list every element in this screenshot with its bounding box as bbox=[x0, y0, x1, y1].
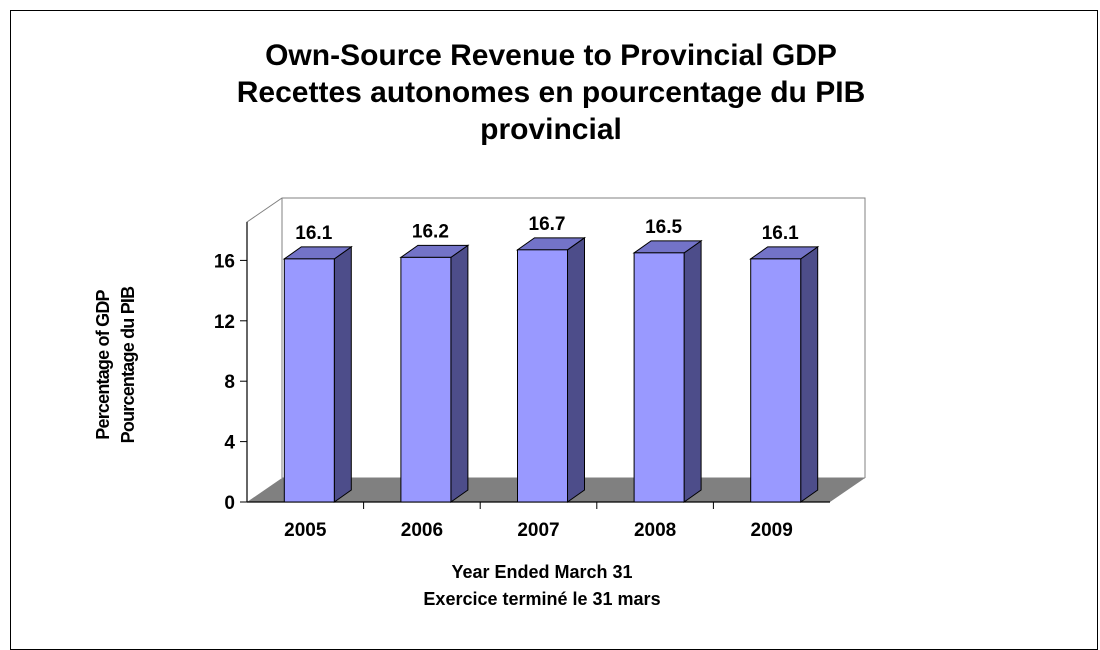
bars bbox=[282, 236, 820, 503]
bar-side bbox=[450, 244, 469, 503]
bar-side bbox=[683, 239, 702, 503]
bar-side bbox=[333, 245, 352, 503]
x-ticks: 2005 2006 2007 2008 2009 bbox=[284, 502, 793, 541]
x-tick-label-2007: 2007 bbox=[517, 520, 559, 541]
y-axis-title-line-1: Percentage of GDP bbox=[93, 289, 113, 439]
x-tick-label-2008: 2008 bbox=[634, 520, 676, 541]
bar-side bbox=[567, 236, 585, 503]
y-tick-label-0: 0 bbox=[224, 493, 235, 514]
bar-side bbox=[800, 245, 819, 503]
y-tick-label-8: 8 bbox=[224, 372, 235, 393]
data-label-2007: 16.7 bbox=[529, 214, 566, 235]
data-labels: 16.1 16.2 16.7 16.5 16.1 bbox=[295, 214, 799, 244]
y-tick-label-4: 4 bbox=[224, 433, 235, 454]
data-label-2006: 16.2 bbox=[412, 221, 449, 242]
bar-front bbox=[517, 249, 568, 503]
chart-title-line-1: Own-Source Revenue to Provincial GDP bbox=[265, 39, 837, 72]
y-tick-label-16: 16 bbox=[214, 251, 235, 272]
y-ticks: 0 4 8 12 16 bbox=[214, 251, 247, 514]
bar-2007 bbox=[515, 236, 587, 503]
chart-title-line-3: provincial bbox=[480, 113, 622, 146]
bar-front bbox=[633, 252, 685, 503]
data-label-2009: 16.1 bbox=[762, 223, 799, 244]
x-tick-label-2006: 2006 bbox=[401, 520, 443, 541]
y-axis-title: Percentage of GDP Pourcentage du PIB bbox=[93, 286, 138, 443]
x-axis-title-line-2: Exercice terminé le 31 mars bbox=[423, 589, 660, 609]
y-tick-label-12: 12 bbox=[214, 312, 235, 333]
data-label-2005: 16.1 bbox=[295, 223, 332, 244]
x-axis-title-line-1: Year Ended March 31 bbox=[451, 562, 632, 582]
bar-2005 bbox=[282, 245, 353, 503]
bar-front bbox=[750, 258, 802, 503]
bar-2009 bbox=[749, 245, 820, 503]
chart-title: Own-Source Revenue to Provincial GDP Rec… bbox=[237, 39, 865, 146]
y-axis-title-line-2: Pourcentage du PIB bbox=[118, 286, 138, 443]
chart-title-line-2: Recettes autonomes en pourcentage du PIB bbox=[237, 76, 865, 109]
bar-front bbox=[400, 256, 452, 503]
x-tick-label-2009: 2009 bbox=[751, 520, 793, 541]
x-tick-label-2005: 2005 bbox=[284, 520, 327, 541]
x-axis-title: Year Ended March 31 Exercice terminé le … bbox=[423, 562, 660, 609]
bar-front bbox=[283, 258, 335, 503]
bar-2006 bbox=[399, 244, 470, 503]
bar-2008 bbox=[632, 239, 703, 503]
data-label-2008: 16.5 bbox=[645, 217, 682, 238]
